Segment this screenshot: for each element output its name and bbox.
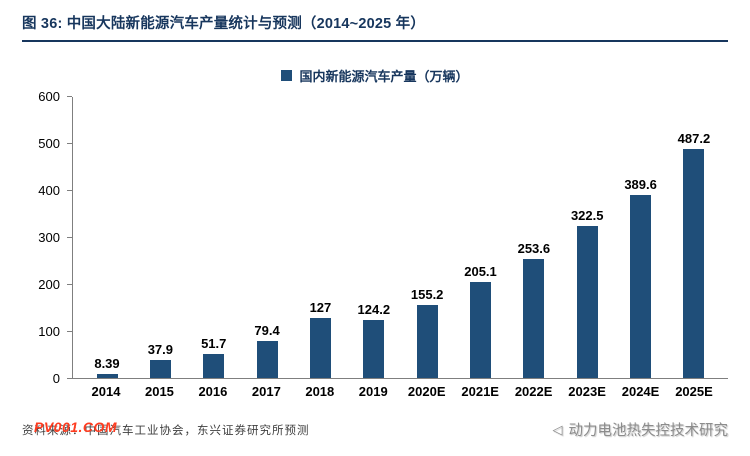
y-tick-label: 100 [38,324,60,339]
bar-column: 155.2 [405,287,449,378]
bar [470,281,492,378]
bar-value-label: 253.6 [517,240,551,256]
watermark-right-text: 动力电池热失控技术研究 [568,423,729,439]
bar [630,194,652,378]
bar-column: 389.6 [619,177,663,378]
bar-value-label: 124.2 [357,301,391,317]
bar-value-label: 389.6 [624,176,657,192]
bar [683,149,705,378]
y-tick-mark [67,331,72,332]
x-tick-label: 2024E [621,384,660,399]
back-triangle-icon: ◁ [552,421,563,437]
bar-column: 37.9 [138,342,182,378]
y-tick-label: 600 [38,89,60,104]
bar [416,305,438,378]
bar-column: 253.6 [512,241,556,378]
bar-column: 79.4 [245,323,289,378]
bar [203,353,225,378]
bar-column: 487.2 [672,131,716,378]
x-tick-label: 2019 [358,384,388,399]
title-divider [22,40,728,42]
y-tick-label: 0 [52,371,60,386]
figure-header: 图 36: 中国大陆新能源汽车产量统计与预测（2014~2025 年） [22,12,728,42]
bar-value-label: 37.9 [147,342,174,358]
bar-column: 205.1 [459,264,503,378]
y-tick-label: 300 [38,230,60,245]
y-tick-mark [67,96,72,97]
figure-footer: 资料来源：中国汽车工业协会，东兴证券研究所预测 PV001.COM ◁ 动力电池… [22,419,728,440]
y-tick-label: 200 [38,277,60,292]
y-tick-mark [67,378,72,379]
watermark-left: PV001.COM [34,418,118,435]
bar [576,226,598,378]
y-tick-label: 500 [38,136,60,151]
x-axis: 2014 2015 2016 2017 2018 2019 2020E 2021E 2022E 2… [72,384,728,399]
bar-value-label: 322.5 [570,208,604,224]
plot-wrapper: 0 100 200 300 400 500 600 8.39 37.9 51.7 79.4 127 1… [22,90,728,399]
bar [309,318,331,378]
bar-column: 124.2 [352,302,396,378]
bar-value-label: 487.2 [677,131,711,147]
bar-value-label: 155.2 [410,287,444,303]
x-tick-label: 2022E [514,384,553,399]
y-axis: 0 100 200 300 400 500 600 [22,90,72,386]
x-tick-label: 2015 [144,384,174,399]
bar [523,258,545,378]
bar-value-label: 205.1 [464,263,497,279]
x-tick-label: 2021E [461,384,499,399]
x-tick-label: 2016 [198,384,228,399]
plot-area: 8.39 37.9 51.7 79.4 127 124.2 155.2 205.1 253.6 3… [72,97,728,379]
bar-chart: 国内新能源汽车产量（万辆） 0 100 200 300 400 500 600 8.39 37… [22,66,728,399]
bar [256,340,278,378]
x-tick-label: 2014 [91,384,121,399]
y-tick-mark [67,143,72,144]
bar-column: 322.5 [565,208,609,378]
bar-column: 51.7 [192,336,236,378]
x-tick-label: 2025E [675,384,713,399]
y-tick-mark [67,237,72,238]
source-text: 资料来源：中国汽车工业协会，东兴证券研究所预测 [22,424,310,437]
bar-column: 127 [298,300,342,378]
x-tick-label: 2018 [305,384,335,399]
x-tick-label: 2020E [407,384,446,399]
bar-column: 8.39 [85,356,129,378]
watermark-right: ◁ 动力电池热失控技术研究 [553,419,729,440]
y-tick-label: 400 [38,183,60,198]
x-tick-label: 2017 [251,384,281,399]
x-tick-label: 2023E [568,384,606,399]
legend-label: 国内新能源汽车产量（万辆） [299,69,469,84]
bar [96,374,118,378]
bar-value-label: 127 [309,300,332,316]
bar-value-label: 79.4 [254,322,280,338]
bar [149,360,171,378]
y-tick-mark [67,284,72,285]
figure-title: 图 36: 中国大陆新能源汽车产量统计与预测（2014~2025 年） [22,16,426,32]
bar [363,319,385,378]
bar-value-label: 8.39 [94,356,120,372]
source-note: 资料来源：中国汽车工业协会，东兴证券研究所预测 PV001.COM [22,418,310,438]
legend-swatch-icon [281,70,293,81]
chart-legend: 国内新能源汽车产量（万辆） [22,66,728,85]
y-tick-mark [67,190,72,191]
bar-value-label: 51.7 [201,335,227,351]
